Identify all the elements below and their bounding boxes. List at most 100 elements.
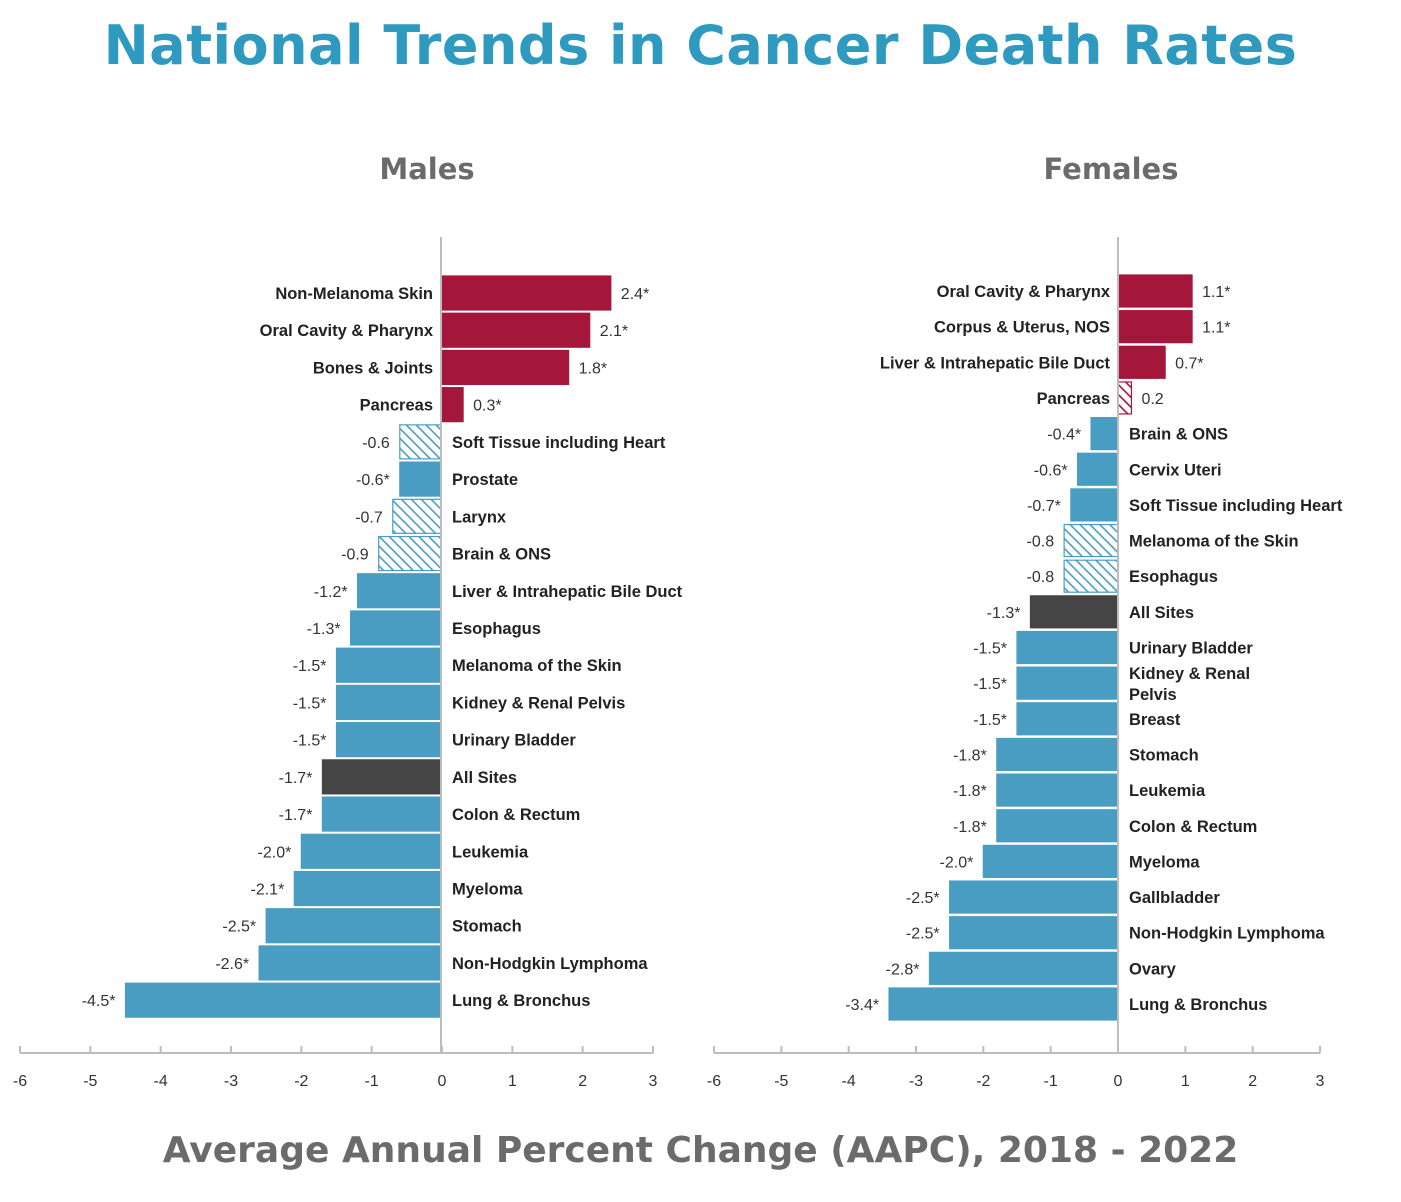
females-category-label-esophagus: Esophagus [1129, 568, 1218, 586]
females-bar-liver-and-intrahepatic-bile-duct [1117, 345, 1166, 379]
females-category-label-gallbladder: Gallbladder [1129, 889, 1220, 907]
males-category-label-non-hodgkin-lymphoma: Non-Hodgkin Lymphoma [452, 955, 648, 973]
females-x-tick-label: -6 [707, 1073, 721, 1090]
males-value-label-liver-and-intrahepatic-bile-duct: -1.2* [314, 584, 348, 601]
females-bar-gallbladder [949, 880, 1119, 914]
females-value-label-all-sites: -1.3* [987, 605, 1021, 622]
males-x-tick-label: 3 [649, 1073, 658, 1090]
females-bar-stomach [996, 737, 1119, 772]
females-value-label-liver-and-intrahepatic-bile-duct: 0.7* [1175, 355, 1203, 372]
males-category-label-brain-and-ons: Brain & ONS [452, 546, 551, 564]
females-category-label-pancreas: Pancreas [1037, 390, 1110, 408]
males-bar-soft-tissue-including-heart [399, 424, 442, 460]
females-value-label-corpus-and-uterus-nos: 1.1* [1202, 320, 1230, 337]
females-bar-kidney-and-renal-pelvis [1016, 666, 1119, 700]
males-bar-bones-and-joints [440, 349, 570, 386]
males-category-label-all-sites: All Sites [452, 769, 517, 787]
females-category-label-brain-and-ons: Brain & ONS [1129, 426, 1228, 444]
females-bar-colon-and-rectum [996, 809, 1119, 843]
males-chart: 2.4* Non-Melanoma Skin 2.1* Oral Cavity & P… [13, 237, 683, 1090]
males-bar-liver-and-intrahepatic-bile-duct [357, 573, 442, 609]
males-value-label-pancreas: 0.3* [473, 398, 501, 415]
males-category-label-bones-and-joints: Bones & Joints [313, 359, 433, 377]
females-value-label-lung-and-bronchus: -3.4* [845, 997, 879, 1014]
females-x-tick-label: -2 [976, 1073, 990, 1090]
males-x-tick-label: -4 [154, 1073, 168, 1090]
males-bar-prostate [399, 461, 442, 497]
males-bar-colon-and-rectum [321, 796, 442, 832]
males-bar-stomach [265, 908, 442, 944]
males-value-label-esophagus: -1.3* [307, 621, 341, 638]
males-x-tick-label: -6 [13, 1073, 27, 1090]
males-bar-pancreas [440, 387, 464, 423]
females-category-label-lung-and-bronchus: Lung & Bronchus [1129, 996, 1267, 1014]
males-category-label-colon-and-rectum: Colon & Rectum [452, 806, 580, 824]
males-category-label-esophagus: Esophagus [452, 620, 541, 638]
females-bar-soft-tissue-including-heart [1070, 488, 1119, 522]
males-x-tick-label: -2 [294, 1073, 308, 1090]
females-x-tick-label: -3 [909, 1073, 923, 1090]
females-value-label-stomach: -1.8* [953, 747, 987, 764]
females-category-label-soft-tissue-including-heart: Soft Tissue including Heart [1129, 497, 1343, 515]
females-value-label-oral-cavity-and-pharynx: 1.1* [1202, 284, 1230, 301]
females-category-label-breast: Breast [1129, 711, 1181, 729]
females-bar-cervix-uteri [1076, 452, 1119, 486]
males-x-tick-label: -5 [83, 1073, 97, 1090]
page-title: National Trends in Cancer Death Rates [103, 14, 1298, 77]
females-value-label-non-hodgkin-lymphoma: -2.5* [906, 926, 940, 943]
females-bar-lung-and-bronchus [888, 987, 1119, 1021]
males-bar-larynx [392, 498, 442, 534]
females-value-label-esophagus: -0.8 [1027, 569, 1055, 586]
females-value-label-brain-and-ons: -0.4* [1047, 427, 1081, 444]
males-category-label-lung-and-bronchus: Lung & Bronchus [452, 992, 590, 1010]
males-value-label-melanoma-of-the-skin: -1.5* [293, 658, 327, 675]
females-category-label-stomach: Stomach [1129, 746, 1199, 764]
females-bar-oral-cavity-and-pharynx [1117, 274, 1193, 308]
males-x-tick-label: 1 [508, 1073, 517, 1090]
females-category-label-kidney-and-renal-pelvis: Kidney & Renal Pelvis [1129, 665, 1250, 704]
males-bar-leukemia [300, 833, 442, 869]
males-x-tick-label: -3 [224, 1073, 238, 1090]
males-category-label-liver-and-intrahepatic-bile-duct: Liver & Intrahepatic Bile Duct [452, 583, 683, 601]
males-bar-kidney-and-renal-pelvis [335, 684, 442, 721]
females-bar-ovary [928, 951, 1119, 985]
males-panel-title: Males [379, 152, 475, 186]
males-category-label-larynx: Larynx [452, 508, 507, 526]
x-axis-title: Average Annual Percent Change (AAPC), 20… [162, 1130, 1239, 1171]
males-category-label-oral-cavity-and-pharynx: Oral Cavity & Pharynx [260, 322, 434, 340]
males-category-label-kidney-and-renal-pelvis: Kidney & Renal Pelvis [452, 694, 625, 712]
females-x-tick-label: 3 [1316, 1073, 1325, 1090]
males-value-label-all-sites: -1.7* [279, 770, 313, 787]
females-category-label-leukemia: Leukemia [1129, 782, 1206, 800]
females-bar-melanoma-of-the-skin [1063, 523, 1119, 558]
females-bar-urinary-bladder [1016, 630, 1119, 665]
females-bar-esophagus [1063, 559, 1119, 593]
males-value-label-non-hodgkin-lymphoma: -2.6* [215, 956, 249, 973]
males-category-label-stomach: Stomach [452, 918, 522, 936]
males-value-label-larynx: -0.7 [355, 509, 383, 526]
females-category-label-cervix-uteri: Cervix Uteri [1129, 461, 1222, 479]
females-value-label-leukemia: -1.8* [953, 783, 987, 800]
females-category-label-melanoma-of-the-skin: Melanoma of the Skin [1129, 533, 1299, 551]
females-value-label-cervix-uteri: -0.6* [1034, 462, 1068, 479]
males-category-label-urinary-bladder: Urinary Bladder [452, 732, 576, 750]
males-bar-brain-and-ons [378, 535, 442, 572]
males-bar-urinary-bladder [335, 722, 442, 758]
females-bar-brain-and-ons [1090, 417, 1119, 451]
females-category-label-oral-cavity-and-pharynx: Oral Cavity & Pharynx [937, 283, 1111, 301]
females-value-label-breast: -1.5* [973, 712, 1007, 729]
females-x-tick-label: 2 [1248, 1073, 1257, 1090]
males-category-label-melanoma-of-the-skin: Melanoma of the Skin [452, 657, 622, 675]
males-x-tick-label: 0 [438, 1073, 447, 1090]
females-bar-all-sites [1029, 595, 1119, 629]
females-x-tick-label: -5 [774, 1073, 788, 1090]
males-category-label-soft-tissue-including-heart: Soft Tissue including Heart [452, 434, 666, 452]
females-bar-breast [1016, 702, 1119, 736]
males-bar-myeloma [293, 870, 442, 907]
females-bar-leukemia [996, 773, 1119, 807]
males-bar-oral-cavity-and-pharynx [440, 312, 591, 348]
females-category-label-all-sites: All Sites [1129, 604, 1194, 622]
females-category-label-corpus-and-uterus-nos: Corpus & Uterus, NOS [934, 319, 1110, 337]
males-value-label-oral-cavity-and-pharynx: 2.1* [600, 323, 628, 340]
